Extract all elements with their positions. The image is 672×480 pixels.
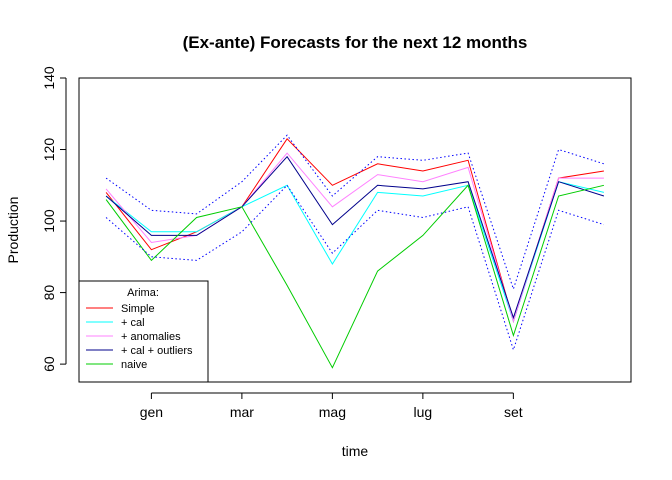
y-tick-label: 140	[41, 66, 57, 90]
x-tick-label: set	[504, 404, 523, 420]
y-tick-label: 120	[41, 138, 57, 162]
series-line	[105, 152, 604, 323]
legend: Arima: Simple + cal + anomalies + cal + out…	[78, 280, 209, 383]
x-tick-label: mag	[319, 404, 346, 420]
legend-title: Arima:	[127, 287, 159, 299]
series-line	[105, 155, 605, 320]
legend-label: + cal	[121, 317, 145, 329]
y-axis: 60 80 100 120 140	[41, 66, 67, 372]
y-tick-label: 100	[41, 209, 57, 233]
series-line	[105, 184, 605, 369]
interval-bound-line	[105, 134, 605, 291]
series-group	[105, 134, 605, 369]
y-tick-label: 80	[41, 285, 57, 301]
y-tick-label: 60	[41, 356, 57, 372]
plot-frame	[78, 77, 632, 383]
legend-label: + anomalies	[121, 331, 181, 343]
x-axis-label: time	[342, 443, 369, 459]
x-tick-label: mar	[230, 404, 254, 420]
legend-label: naive	[121, 359, 147, 371]
legend-label: Simple	[121, 303, 155, 315]
legend-box	[78, 280, 209, 383]
x-tick-label: lug	[414, 404, 433, 420]
legend-label: + cal + outliers	[121, 345, 193, 357]
y-axis-label: Production	[5, 197, 21, 264]
x-axis: gen mar mag lug set	[140, 392, 523, 420]
x-tick-label: gen	[140, 404, 163, 420]
interval-bound-line	[105, 184, 605, 352]
chart-title: (Ex-ante) Forecasts for the next 12 mont…	[183, 33, 528, 52]
